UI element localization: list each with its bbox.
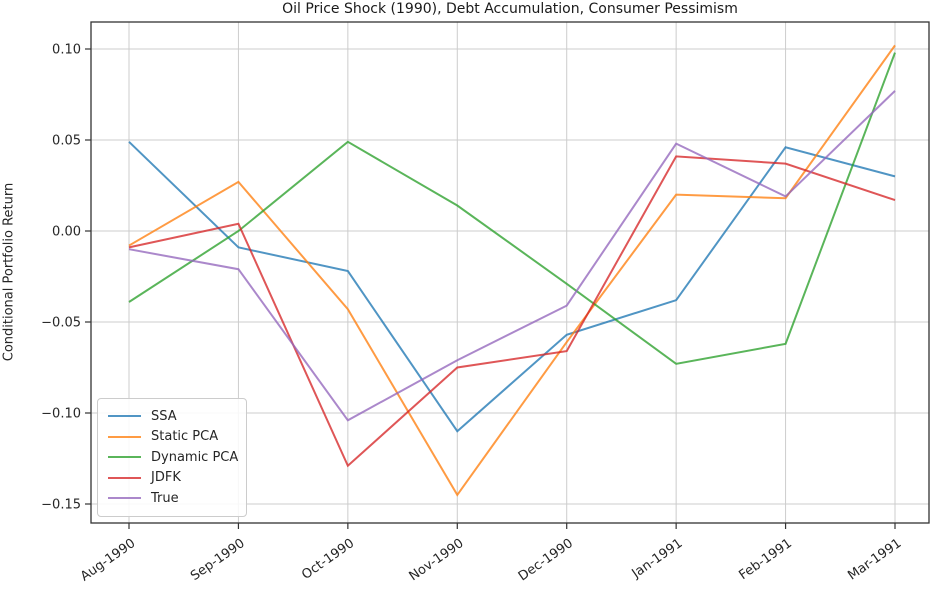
legend-label: Dynamic PCA	[151, 449, 239, 465]
x-tick-label: Oct-1990	[299, 536, 357, 583]
x-tick-label: Sep-1990	[188, 536, 248, 584]
legend: SSA Static PCA Dynamic PCA JDFK True	[97, 398, 247, 517]
x-tick-label: Feb-1991	[736, 536, 794, 583]
series-line-ssa	[128, 141, 896, 433]
legend-line-sample	[108, 435, 141, 438]
series-line-true	[128, 90, 896, 422]
legend-line-sample	[108, 415, 141, 418]
legend-label: Static PCA	[151, 429, 219, 445]
series-line-dynamic-pca	[128, 52, 896, 365]
legend-label: True	[151, 490, 179, 506]
legend-label: SSA	[151, 408, 177, 424]
y-axis-label: Conditional Portfolio Return	[1, 182, 17, 362]
legend-line-sample	[108, 497, 141, 500]
y-tick-label: −0.10	[41, 407, 81, 422]
legend-line-sample	[108, 476, 141, 479]
y-tick-label: 0.05	[52, 134, 81, 149]
y-tick-label: 0.00	[52, 225, 81, 240]
x-tick-label: Mar-1991	[845, 536, 904, 584]
x-tick-label: Dec-1990	[516, 536, 576, 584]
legend-item-static-pca: Static PCA	[108, 427, 236, 448]
plot-border	[90, 21, 930, 524]
series-line-jdfk	[128, 155, 896, 468]
legend-item-true: True	[108, 488, 236, 509]
x-tick-label: Nov-1990	[407, 536, 467, 584]
legend-item-jdfk: JDFK	[108, 468, 236, 489]
legend-label: JDFK	[151, 470, 181, 486]
y-tick-label: −0.15	[41, 498, 81, 513]
chart-title: Oil Price Shock (1990), Debt Accumulatio…	[282, 1, 738, 17]
legend-item-dynamic-pca: Dynamic PCA	[108, 447, 239, 468]
y-tick-label: 0.10	[52, 43, 81, 58]
legend-item-ssa: SSA	[108, 406, 236, 427]
y-tick-label: −0.05	[41, 316, 81, 331]
x-tick-label: Jan-1991	[629, 536, 686, 582]
x-tick-label: Aug-1990	[78, 536, 138, 585]
series-line-static-pca	[128, 44, 896, 497]
legend-line-sample	[108, 456, 141, 459]
